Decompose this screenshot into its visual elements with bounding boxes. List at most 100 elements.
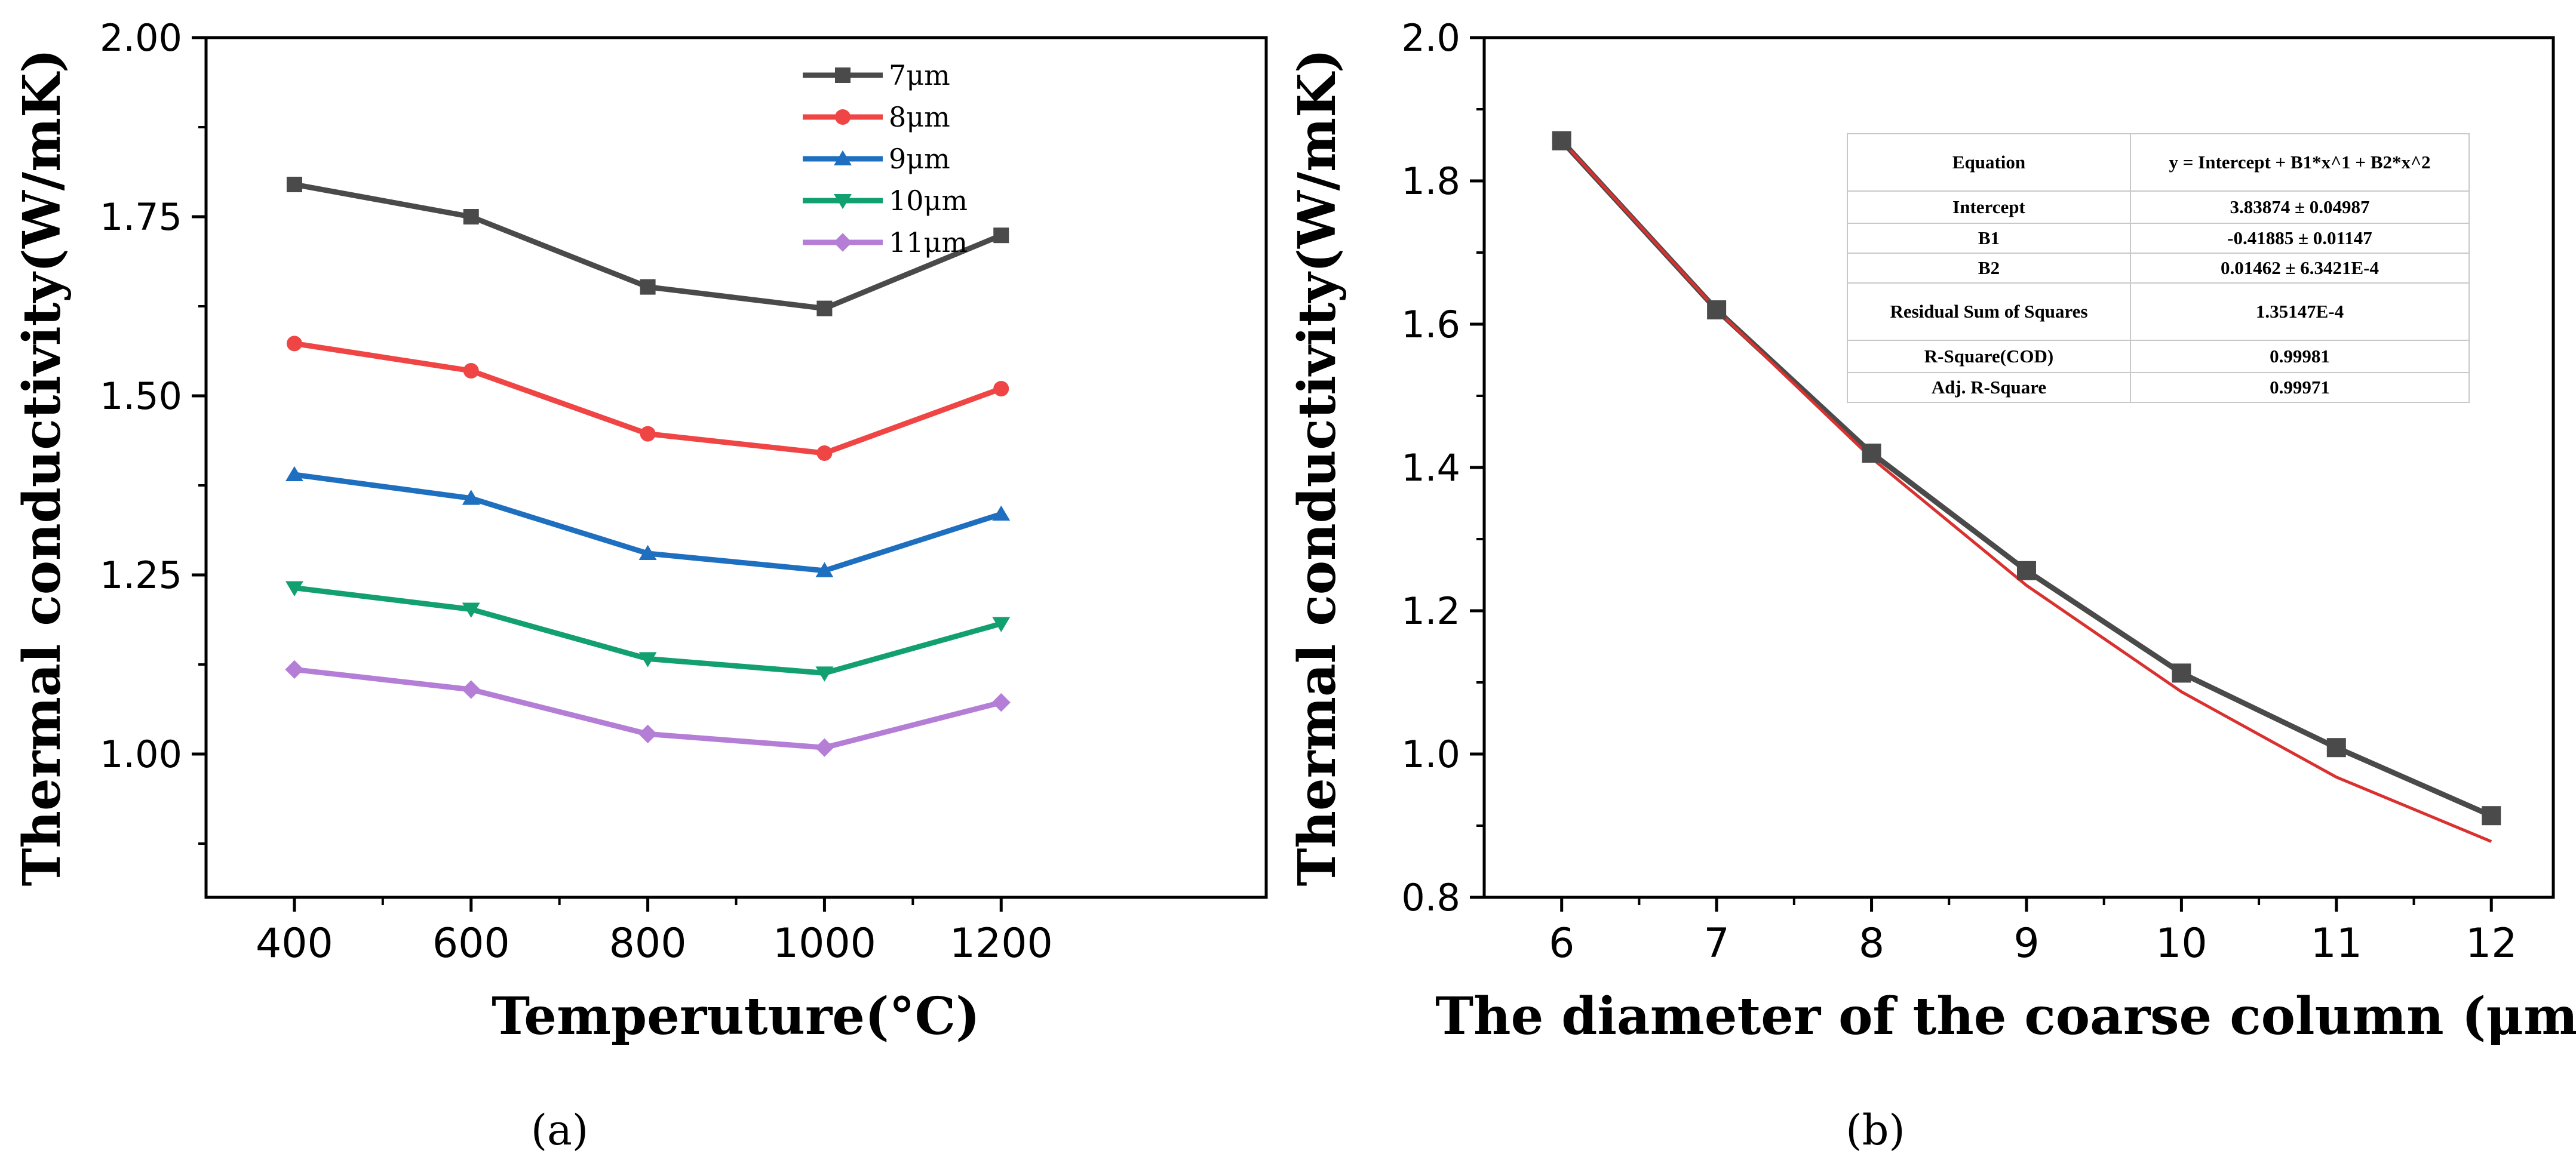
x-tick-label: 1200 [950, 920, 1053, 967]
legend-marker-11μm [833, 233, 852, 252]
fit-table-row: Intercept 3.83874 ± 0.04987 [1847, 190, 2470, 224]
legend-label-10μm: 10μm [889, 184, 968, 217]
panel-b-label: (b) [1846, 1106, 1905, 1155]
data-point-data [1862, 444, 1881, 463]
data-point-data [1552, 131, 1571, 150]
data-point-10μm [462, 602, 480, 618]
legend-marker-10μm [834, 193, 852, 210]
fit-param-value: 3.83874 ± 0.04987 [2130, 190, 2470, 224]
fit-param-value: -0.41885 ± 0.01147 [2130, 223, 2470, 254]
y-tick-label: 1.25 [100, 553, 182, 597]
y-tick-label: 1.50 [100, 374, 182, 418]
fit-param-value: 0.99971 [2130, 372, 2470, 403]
x-tick-label: 800 [609, 920, 687, 967]
y-tick-label: 1.8 [1401, 159, 1460, 203]
y-tick-label: 1.4 [1401, 446, 1460, 490]
data-point-8μm [816, 445, 833, 461]
legend-marker-9μm [834, 150, 852, 166]
fit-table-row: B1 -0.41885 ± 0.01147 [1847, 223, 2470, 254]
panel-a-legend: 7μm 8μm 9μm 10μm 11μm [803, 59, 968, 259]
y-tick-label: 1.00 [100, 733, 182, 776]
fit-table-row: B2 0.01462 ± 6.3421E-4 [1847, 253, 2470, 284]
data-point-11μm [815, 738, 834, 757]
fit-table-row: Adj. R-Square 0.99971 [1847, 372, 2470, 403]
data-point-8μm [993, 381, 1009, 396]
y-tick-label: 1.0 [1401, 733, 1460, 776]
data-point-9μm [638, 544, 657, 561]
data-point-11μm [285, 660, 304, 679]
data-point-9μm [815, 562, 834, 577]
legend-label-7μm: 7μm [889, 59, 950, 91]
data-point-9μm [462, 490, 480, 505]
panel-b-chart: 0.8 1.0 1.2 1.4 1.6 1.8 2.0 6 7 8 9 10 11 12 The dia… [1287, 16, 2576, 1155]
legend-marker-8μm [835, 109, 851, 125]
data-point-7μm [286, 177, 302, 192]
x-tick-label: 12 [2466, 920, 2517, 967]
panel-a-chart: 1.00 1.25 1.50 1.75 2.00 400 600 800 1000 1200 7… [12, 16, 1268, 1155]
fit-param-value: y = Intercept + B1*x^1 + B2*x^2 [2130, 133, 2470, 192]
y-tick-label: 2.0 [1401, 16, 1460, 60]
x-tick-label: 6 [1549, 920, 1574, 967]
legend-label-8μm: 8μm [889, 101, 950, 133]
data-point-11μm [991, 693, 1011, 712]
fit-param-name: Equation [1847, 133, 2131, 192]
data-point-7μm [993, 227, 1009, 244]
data-point-data [2172, 663, 2191, 683]
fit-param-value: 0.99981 [2130, 340, 2470, 373]
data-point-10μm [638, 652, 657, 667]
legend-marker-7μm [835, 67, 851, 83]
panel-b-x-axis: 6 7 8 9 10 11 12 [1549, 897, 2517, 967]
data-point-data [1707, 300, 1727, 319]
data-point-9μm [992, 505, 1011, 521]
y-tick-label: 2.00 [100, 16, 182, 60]
x-tick-label: 1000 [773, 920, 876, 967]
y-tick-label: 1.75 [100, 195, 182, 239]
data-point-data [2326, 738, 2346, 758]
x-tick-label: 10 [2156, 920, 2207, 967]
x-tick-label: 400 [256, 920, 333, 967]
x-tick-label: 600 [432, 920, 510, 967]
data-point-7μm [816, 300, 833, 316]
x-tick-label: 9 [2013, 920, 2039, 967]
legend-label-11μm: 11μm [889, 226, 968, 259]
x-tick-label: 8 [1859, 920, 1884, 967]
fit-param-name: B1 [1847, 223, 2131, 254]
panel-a-plot-frame [204, 36, 1268, 899]
data-point-data [2482, 806, 2501, 826]
x-tick-label: 7 [1703, 920, 1729, 967]
data-point-8μm [463, 363, 479, 379]
data-point-11μm [638, 724, 658, 743]
fit-param-name: Residual Sum of Squares [1847, 282, 2131, 341]
fit-param-value: 0.01462 ± 6.3421E-4 [2130, 253, 2470, 284]
fit-param-name: Adj. R-Square [1847, 372, 2131, 403]
data-point-8μm [640, 426, 656, 442]
panel-a-x-axis-title: Temperuture(°C) [492, 986, 980, 1047]
data-point-11μm [462, 680, 481, 699]
y-tick-label: 0.8 [1401, 876, 1460, 919]
data-point-10μm [992, 617, 1011, 632]
data-point-8μm [286, 336, 302, 352]
panel-a-y-axis-title: Thermal conductivity(W/mK) [12, 48, 72, 886]
fit-param-name: R-Square(COD) [1847, 340, 2131, 373]
fit-param-name: B2 [1847, 253, 2131, 284]
panel-a-y-axis: 1.00 1.25 1.50 1.75 2.00 [100, 16, 206, 845]
fit-table-row: R-Square(COD) 0.99981 [1847, 340, 2470, 373]
legend-label-9μm: 9μm [889, 143, 950, 175]
data-point-10μm [285, 581, 303, 596]
data-point-10μm [815, 666, 834, 682]
fit-table-row: Residual Sum of Squares 1.35147E-4 [1847, 282, 2470, 341]
data-point-9μm [285, 466, 303, 482]
fit-table-row: Equation y = Intercept + B1*x^1 + B2*x^2 [1847, 133, 2470, 192]
panel-b-x-axis-title: The diameter of the coarse column (μm) [1435, 986, 2576, 1047]
panel-a-series-markers [285, 177, 1011, 757]
panel-b-y-axis-title: Thermal conductivity(W/mK) [1287, 48, 1347, 886]
fit-param-value: 1.35147E-4 [2130, 282, 2470, 341]
fit-param-name: Intercept [1847, 190, 2131, 224]
data-point-7μm [640, 279, 656, 295]
panel-b-series-markers [1552, 131, 2501, 826]
fit-results-table: Equation y = Intercept + B1*x^1 + B2*x^2 I… [1847, 133, 2470, 403]
x-tick-label: 11 [2311, 920, 2363, 967]
panel-a-x-axis: 400 600 800 1000 1200 [256, 897, 1053, 967]
y-tick-label: 1.6 [1401, 303, 1460, 346]
